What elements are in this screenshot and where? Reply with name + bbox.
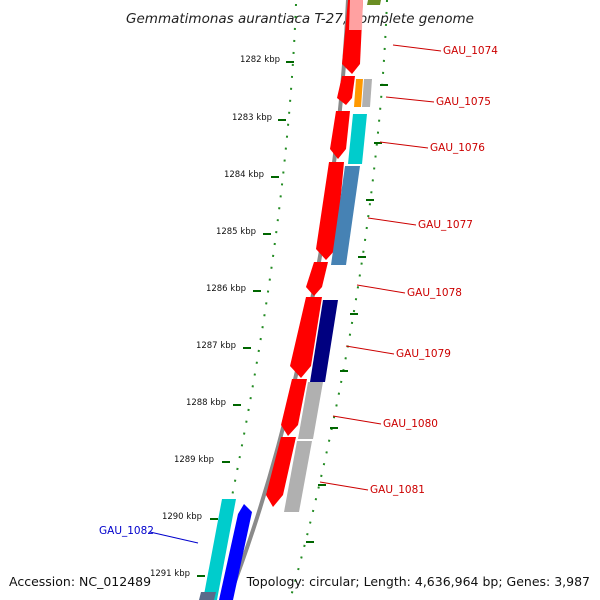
gene-segment-slate bbox=[199, 592, 216, 600]
gene-segment-orange bbox=[354, 79, 363, 107]
gene-label-text: GAU_1074 bbox=[443, 45, 498, 57]
tick-label: 1290 kbp bbox=[162, 512, 202, 522]
tick-label: 1282 kbp bbox=[240, 55, 280, 65]
gene-segment-top-pink bbox=[349, 0, 363, 30]
gene-label-text: GAU_1076 bbox=[430, 142, 485, 154]
gene-label-text: GAU_1077 bbox=[418, 219, 473, 231]
gene-arrow-1075[interactable] bbox=[337, 76, 355, 105]
accession-text: Accession: NC_012489 bbox=[9, 574, 151, 589]
topology-text: Topology: circular; Length: 4,636,964 bp… bbox=[246, 574, 590, 589]
tick-1284: 1284 kbp bbox=[224, 170, 279, 180]
tick-1288: 1288 kbp bbox=[186, 398, 241, 408]
tick-label: 1291 kbp bbox=[150, 569, 190, 579]
gene-segment-navy bbox=[310, 300, 338, 382]
tick-label: 1288 kbp bbox=[186, 398, 226, 408]
tick-label: 1283 kbp bbox=[232, 113, 272, 123]
gene-segment-steelblue bbox=[331, 166, 360, 265]
gene-label-1075[interactable]: GAU_1075 bbox=[385, 96, 491, 108]
gene-segment-gray-1081 bbox=[284, 441, 312, 512]
tick-1282: 1282 kbp bbox=[240, 55, 294, 65]
gene-label-text: GAU_1075 bbox=[436, 96, 491, 108]
gene-label-text: GAU_1080 bbox=[383, 418, 438, 430]
outer-ticks bbox=[306, 84, 388, 543]
bottom-features bbox=[199, 499, 252, 600]
tick-label: 1285 kbp bbox=[216, 227, 256, 237]
gene-label-1077[interactable]: GAU_1077 bbox=[367, 217, 473, 231]
tick-1285: 1285 kbp bbox=[216, 227, 271, 237]
gene-label-1078[interactable]: GAU_1078 bbox=[356, 284, 462, 299]
gene-label-text: GAU_1078 bbox=[407, 287, 462, 299]
gene-label-1074[interactable]: GAU_1074 bbox=[392, 44, 498, 57]
gene-label-1079[interactable]: GAU_1079 bbox=[345, 345, 451, 360]
cog-category-segments bbox=[284, 79, 372, 512]
tick-label: 1284 kbp bbox=[224, 170, 264, 180]
gene-arrow-1080[interactable] bbox=[281, 379, 307, 436]
tick-1287: 1287 kbp bbox=[196, 341, 251, 351]
gene-arrow-1079[interactable] bbox=[290, 297, 322, 378]
tick-1291: 1291 kbp bbox=[150, 569, 205, 579]
map-title: Gemmatimonas aurantiaca T-27, complete g… bbox=[126, 11, 474, 27]
tick-1290: 1290 kbp bbox=[162, 512, 218, 522]
gene-arrow-1081[interactable] bbox=[266, 437, 296, 507]
gene-label-1080[interactable]: GAU_1080 bbox=[332, 415, 438, 430]
gene-label-text: GAU_1082 bbox=[99, 525, 154, 537]
tick-1289: 1289 kbp bbox=[174, 455, 230, 465]
outer-dotted-arc bbox=[289, 0, 388, 600]
tick-1286: 1286 kbp bbox=[206, 284, 261, 294]
gene-label-1081[interactable]: GAU_1081 bbox=[319, 481, 425, 496]
gene-arrow-blue[interactable] bbox=[219, 504, 252, 600]
gene-segment-cyan-1082[interactable] bbox=[203, 499, 236, 600]
gene-label-1082[interactable]: GAU_1082 bbox=[99, 525, 199, 544]
gene-segment-gray-small bbox=[362, 79, 372, 107]
gene-segment-top-olive bbox=[367, 0, 381, 5]
gene-label-1076[interactable]: GAU_1076 bbox=[379, 141, 485, 154]
gene-label-text: GAU_1081 bbox=[370, 484, 425, 496]
gene-segment-gray-1080 bbox=[298, 382, 323, 439]
tick-label: 1286 kbp bbox=[206, 284, 246, 294]
tick-label: 1287 kbp bbox=[196, 341, 236, 351]
gene-segment-cyan bbox=[348, 114, 367, 164]
tick-label: 1289 kbp bbox=[174, 455, 214, 465]
gene-arrow-1078[interactable] bbox=[306, 262, 328, 296]
tick-1283: 1283 kbp bbox=[232, 113, 286, 123]
gene-label-text: GAU_1079 bbox=[396, 348, 451, 360]
gene-arrow-1076[interactable] bbox=[330, 111, 350, 159]
